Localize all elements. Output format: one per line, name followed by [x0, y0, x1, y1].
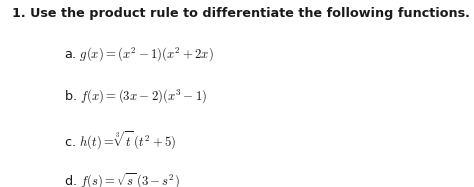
Text: b. $f(x) = (3x - 2)(x^3 - 1)$: b. $f(x) = (3x - 2)(x^3 - 1)$ — [64, 87, 207, 105]
Text: d. $f(s) = \sqrt{s}\,(3 - s^2)$: d. $f(s) = \sqrt{s}\,(3 - s^2)$ — [64, 171, 180, 187]
Text: a. $g(x) = (x^2 - 1)(x^2 + 2x)$: a. $g(x) = (x^2 - 1)(x^2 + 2x)$ — [64, 45, 214, 63]
Text: c. $h(t) = \sqrt[3]{t}\,(t^2 + 5)$: c. $h(t) = \sqrt[3]{t}\,(t^2 + 5)$ — [64, 129, 176, 152]
Text: 1. Use the product rule to differentiate the following functions.: 1. Use the product rule to differentiate… — [12, 7, 470, 21]
